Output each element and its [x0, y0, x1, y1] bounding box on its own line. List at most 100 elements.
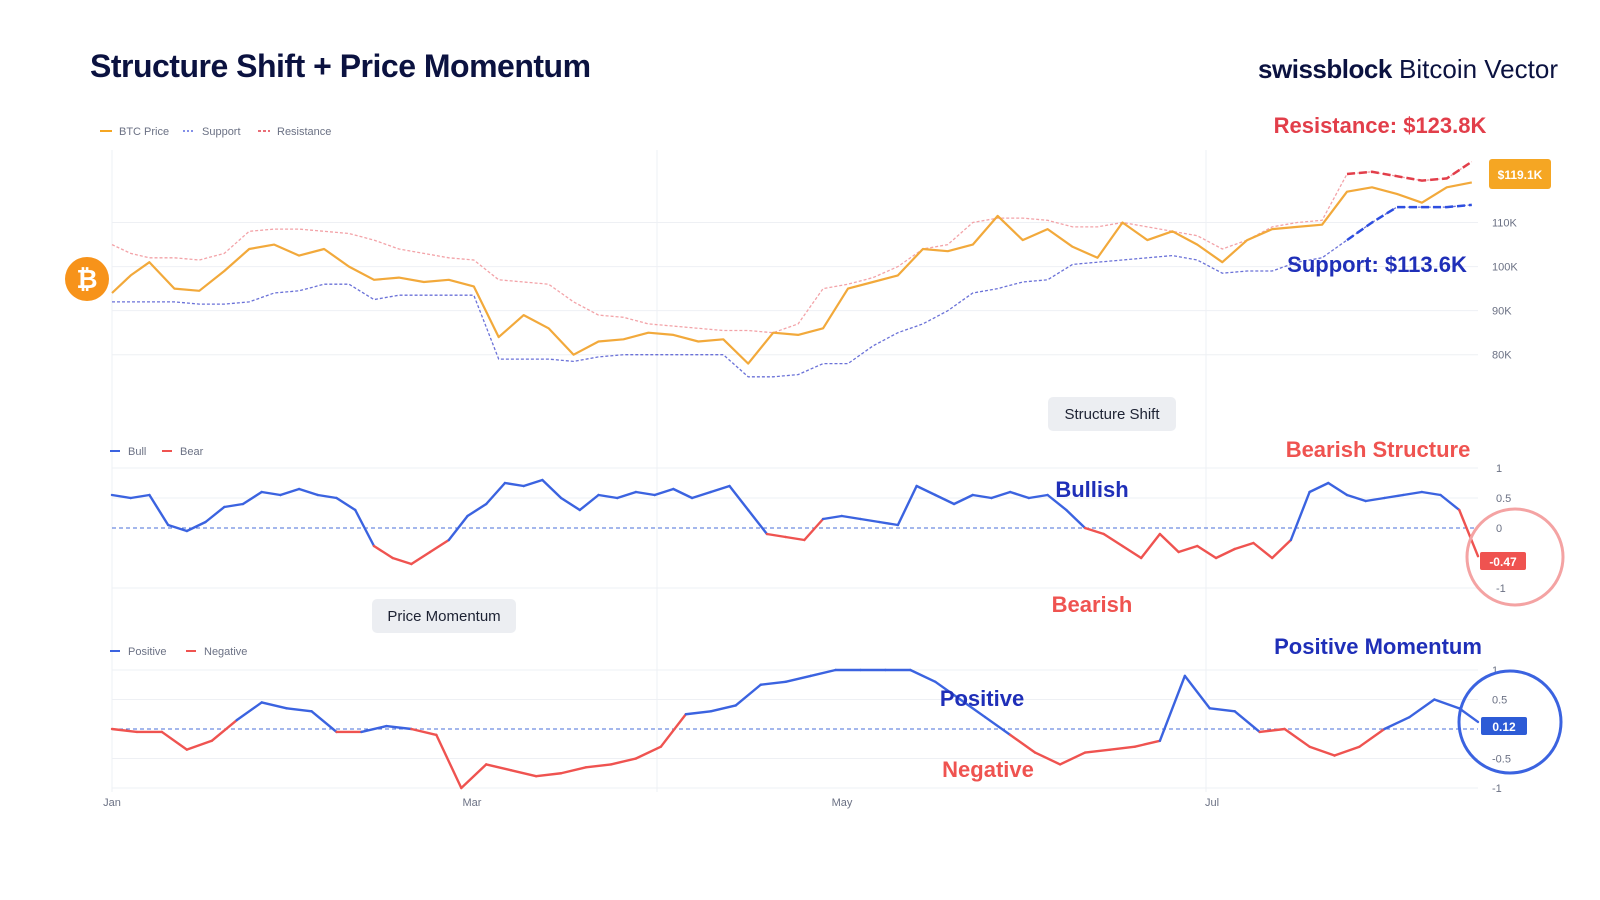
structure-segment: [915, 484, 937, 497]
structure-segment: [1308, 481, 1330, 494]
momentum-segment: [709, 704, 737, 713]
structure-segment: [1458, 508, 1480, 558]
structure-value-tag: -0.47: [1480, 552, 1526, 570]
bearish-structure-annotation: Bearish Structure: [1286, 437, 1471, 462]
structure-segment: [1027, 493, 1049, 500]
structure-segment: [541, 478, 563, 500]
momentum-segment: [1383, 716, 1411, 731]
legend-bull-label: Bull: [128, 446, 146, 458]
price-gridlines: [112, 222, 1478, 356]
momentum-segment: [235, 701, 263, 722]
resistance-recent-line: [1346, 160, 1473, 182]
momentum-ticks: 1 0.5 -0.5 -1: [1492, 665, 1511, 795]
structure-segment: [934, 493, 956, 506]
structure-segment: [803, 517, 825, 542]
momentum-segment: [1433, 698, 1461, 710]
momentum-segment: [210, 718, 238, 742]
x-tick-label: Jan: [103, 797, 121, 809]
structure-segment: [1177, 544, 1199, 554]
structure-gridlines: [112, 467, 1478, 589]
brand-logo: swissblock Bitcoin Vector: [1258, 54, 1558, 85]
legend-btc-label: BTC Price: [119, 126, 169, 138]
momentum-segment: [110, 727, 139, 734]
momentum-tick-label: 1: [1492, 665, 1498, 677]
structure-segment: [1401, 490, 1424, 497]
support-line: [112, 204, 1472, 378]
price-tick-label: 80K: [1492, 350, 1512, 362]
structure-segment: [1139, 532, 1162, 560]
structure-segment: [148, 493, 170, 527]
structure-segment: [410, 550, 432, 566]
momentum-segment: [1108, 745, 1137, 751]
momentum-segment: [759, 680, 787, 686]
structure-ticks: 1 0.5 0 -1: [1496, 463, 1511, 595]
momentum-segment: [1008, 733, 1037, 754]
structure-segment: [260, 490, 282, 497]
structure-segment: [447, 514, 469, 542]
structure-legend[interactable]: Bull Bear: [110, 446, 204, 458]
momentum-gridlines: [112, 669, 1478, 789]
momentum-segment: [634, 745, 663, 760]
structure-segment: [709, 484, 731, 494]
structure-segment: [765, 532, 787, 539]
structure-segment: [859, 517, 881, 524]
price-lines: [111, 160, 1473, 378]
momentum-value-tag: 0.12: [1481, 717, 1527, 735]
vertical-gridlines: [111, 150, 1207, 792]
x-tick-label: May: [832, 797, 853, 809]
structure-segment: [297, 487, 320, 497]
structure-segment: [1065, 508, 1087, 530]
momentum-segment: [1133, 739, 1162, 748]
structure-segment: [1233, 541, 1255, 551]
momentum-tick-label: 0.5: [1492, 695, 1507, 707]
price-ticks: 110K 100K 90K 80K: [1492, 218, 1518, 362]
x-tick-label: Mar: [463, 797, 482, 809]
structure-tick-label: 0: [1496, 523, 1502, 535]
momentum-segment: [1283, 727, 1311, 748]
legend-support-label: Support: [202, 126, 241, 138]
x-axis-ticks: Jan Mar May Jul: [103, 797, 1219, 809]
positive-momentum-annotation: Positive Momentum: [1274, 634, 1482, 659]
structure-segment: [1252, 541, 1274, 560]
momentum-segment: [684, 710, 712, 716]
price-legend[interactable]: BTC Price Support Resistance: [100, 126, 331, 138]
momentum-segment: [1333, 745, 1361, 757]
momentum-segment: [909, 668, 937, 683]
structure-tick-label: 0.5: [1496, 493, 1511, 505]
structure-segment: [634, 490, 656, 497]
price-tag-text: $119.1K: [1498, 168, 1543, 182]
structure-segment: [1121, 544, 1143, 560]
structure-segment: [223, 502, 245, 509]
momentum-segment: [485, 763, 513, 772]
momentum-segment: [659, 713, 688, 748]
momentum-segment: [734, 683, 762, 707]
momentum-segment: [185, 739, 213, 751]
resistance-annotation: Resistance: $123.8K: [1274, 113, 1487, 138]
structure-segment: [1270, 538, 1293, 560]
structure-segment: [428, 538, 451, 554]
structure-segment: [485, 481, 507, 506]
momentum-legend[interactable]: Positive Negative: [110, 646, 247, 658]
momentum-segment: [310, 710, 338, 734]
structure-segment: [391, 556, 413, 566]
structure-tick-label: 1: [1496, 463, 1502, 475]
momentum-segment: [1233, 710, 1261, 734]
momentum-segment: [1258, 727, 1286, 734]
momentum-segment: [435, 733, 463, 790]
structure-segment: [971, 493, 993, 500]
momentum-segment: [809, 668, 837, 678]
momentum-segment: [784, 674, 812, 683]
momentum-segment: [1183, 674, 1211, 710]
momentum-tick-label: -0.5: [1492, 754, 1511, 766]
structure-segment: [1327, 481, 1349, 497]
legend-positive-label: Positive: [128, 646, 167, 658]
structure-segment: [1439, 493, 1461, 512]
momentum-segment: [1408, 698, 1436, 719]
structure-segment: [747, 508, 769, 536]
momentum-segment: [1033, 751, 1062, 766]
structure-segment: [1158, 532, 1180, 554]
momentum-segment: [609, 757, 638, 766]
price-value-tag: $119.1K: [1489, 159, 1551, 189]
price-tick-label: 110K: [1492, 218, 1518, 230]
